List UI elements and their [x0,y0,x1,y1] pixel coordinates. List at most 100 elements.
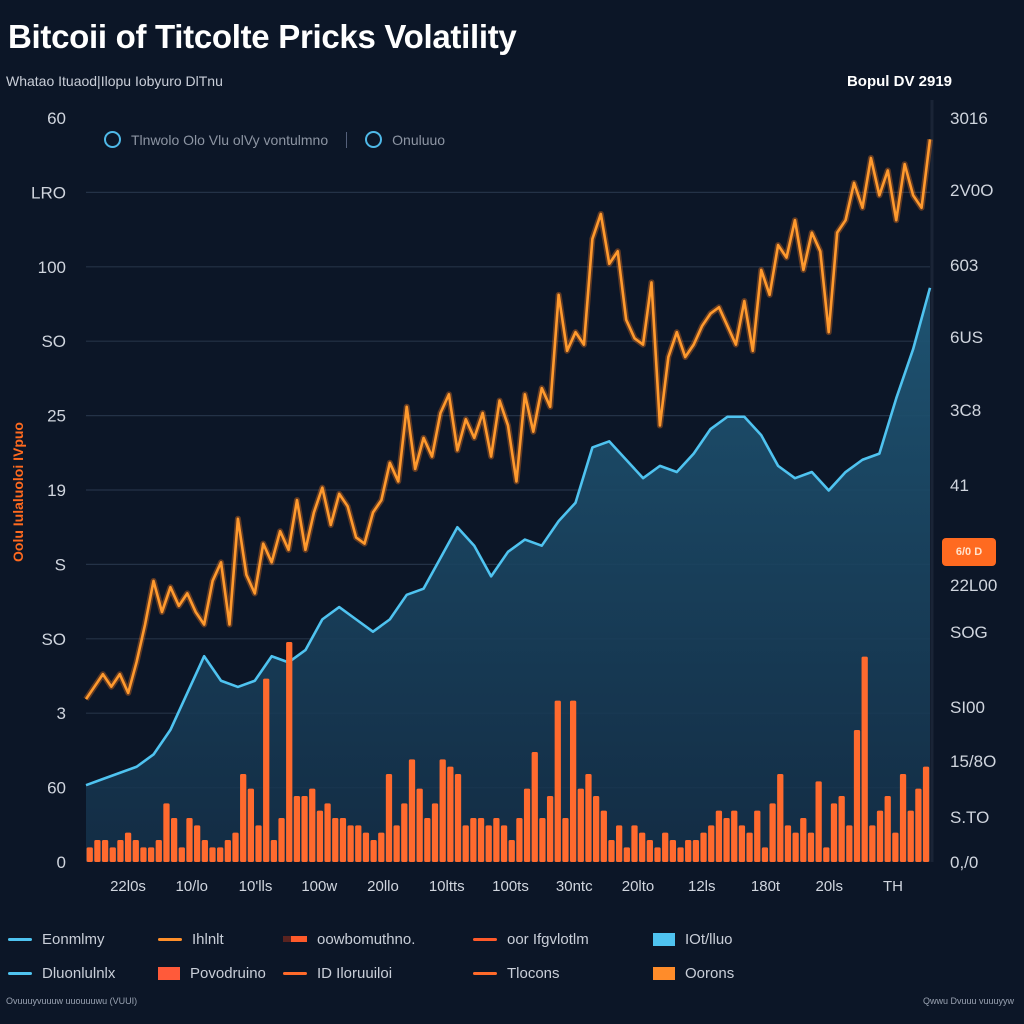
price-line-series [83,138,933,701]
volume-bar [608,840,615,862]
price-line [84,139,932,700]
y-tick-label-right: 6US [950,328,983,347]
x-tick-label: 100ts [492,878,529,895]
legend-item[interactable]: Oorons [653,965,773,982]
volume-bar [830,803,838,862]
box-swatch-icon [158,966,180,980]
y-tick-label-right: SI00 [950,698,985,717]
volume-bar [132,840,139,862]
volume-bar [140,847,147,862]
volume-bar [623,847,630,862]
y-tick-label-left: 25 [47,407,66,426]
volume-bar [784,825,792,862]
legend-label: Eonmlmy [42,930,105,948]
legend-item[interactable]: oowbomuthno. [283,931,473,948]
volume-bar [531,752,538,862]
line-swatch-icon [473,971,497,975]
y-tick-label-left: 100 [38,258,66,277]
volume-bar [677,847,684,862]
volume-bar [907,810,914,862]
volume-bar [201,840,208,862]
volume-bar [194,825,201,862]
x-tick-label: 180t [751,878,781,895]
legend-label: Tlocons [507,964,560,982]
volume-bar [493,818,500,862]
x-tick-label: 20lto [622,878,655,895]
circle-marker-icon [365,131,383,148]
x-tick-label: 10'lls [239,878,273,895]
x-axis: 22l0s 10/lo 10'lls 100w 20llo 10ltts 100ts 30nt… [110,878,903,895]
y-tick-label-left: LRO [31,183,66,202]
volume-bar [270,840,278,862]
volume-bar [301,796,308,862]
volume-bar [692,840,700,862]
legend-item[interactable]: Tlocons [473,965,653,982]
volume-bar [723,818,730,862]
volume-bar [393,825,400,862]
volume-bar [401,803,408,862]
volume-bar [332,818,339,862]
volume-bar [117,840,124,862]
volume-bar [378,832,385,862]
line-swatch-icon [283,971,307,975]
y-tick-label-right: 3C8 [950,401,981,420]
volume-bar [232,832,239,862]
legend-item[interactable]: Ihlnlt [158,931,283,948]
volume-bar [616,825,623,862]
volume-bar [892,832,899,862]
date-label: Bopul DV 2919 [846,73,952,90]
legend-item[interactable]: oor Ifgvlotlm [473,931,653,948]
volume-bar [124,832,132,862]
credit-note: Qwwu Dvuuu vuuuyyw [922,996,1014,1006]
y-axis-left: 60 LRO 100 SO 25 19 S SO 3 60 0 [31,109,66,872]
line-swatch-icon [8,937,32,941]
volume-bar [685,840,692,862]
legend-item[interactable]: ID Iloruuiloi [283,965,473,982]
legend-label: Ihlnlt [192,930,224,948]
volume-bar [278,818,285,862]
volume-bar [347,825,354,862]
volume-bar [324,803,331,862]
volume-bar [631,825,638,862]
volume-bar [500,825,508,862]
index-area-fill [86,287,930,862]
x-tick-label: 10ltts [429,878,465,895]
volume-bar [485,825,492,862]
volume-bar [224,840,231,862]
legend-item[interactable]: IOt/lluo [653,931,773,948]
volume-bar [385,774,393,862]
volume-bar [600,810,607,862]
volume-bar [86,847,93,862]
legend-item[interactable]: Povodruino [158,965,283,982]
x-tick-label: 30ntc [556,878,593,895]
volume-bar [101,840,109,862]
volume-bar [654,847,661,862]
volume-bar [155,840,162,862]
legend-label: Oorons [685,964,735,982]
volume-bar [646,840,653,862]
volume-bar [147,847,155,862]
legend-label: Dluonlulnlx [42,964,116,982]
volume-bar [431,803,439,862]
volume-bar [316,810,324,862]
y-tick-label-right: S.TO [950,808,989,827]
volume-bar [899,774,907,862]
volume-bar [109,847,116,862]
volume-bar [876,810,884,862]
volume-bar [477,818,485,862]
inner-legend-label: Onuluuo [392,131,446,148]
y-axis-right: 3016 2V0O 603 6US 3C8 41 22L00 SOG SI00 15/8O S.TO… [950,109,997,872]
y-tick-label-right: 15/8O [950,752,996,771]
legend-item[interactable]: Dluonlulnlx [8,965,158,982]
y-tick-label-left: S [55,555,66,574]
legend-label: oowbomuthno. [317,930,416,948]
legend-item[interactable]: Eonmlmy [8,931,158,948]
volume-bar [800,818,807,862]
volume-bar [439,759,446,862]
x-tick-label: 12ls [688,878,716,895]
volume-bar [408,759,416,862]
volume-bar [708,825,715,862]
volume-bar [424,818,431,862]
y-tick-label-left: 60 [47,779,66,798]
